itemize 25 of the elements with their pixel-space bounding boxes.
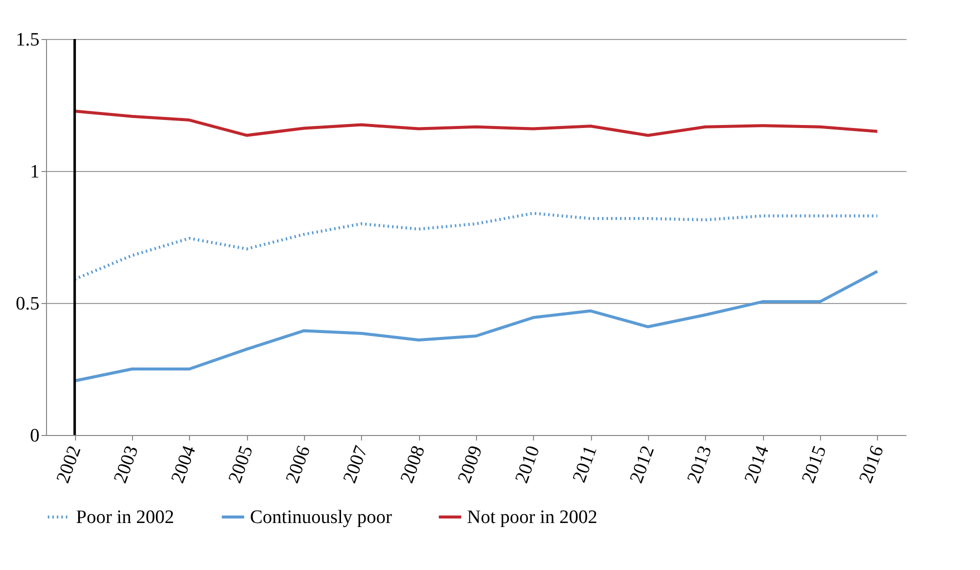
legend-label: Not poor in 2002: [467, 507, 598, 528]
x-tick-label: 2004: [167, 442, 200, 486]
legend-label: Poor in 2002: [76, 507, 174, 528]
legend-label: Continuously poor: [250, 507, 393, 528]
x-tick-label: 2016: [855, 443, 888, 486]
y-tick-label: 0.5: [16, 294, 40, 314]
x-tick-label: 2007: [339, 443, 372, 486]
x-tick-label: 2014: [740, 442, 774, 486]
x-tick-label: 2009: [454, 443, 487, 486]
x-tick-label: 2003: [110, 443, 143, 486]
y-tick-label: 1: [30, 162, 40, 182]
x-tick-label: 2002: [52, 443, 86, 486]
x-tick-label: 2015: [798, 443, 831, 486]
x-tick-label: 2012: [626, 443, 659, 486]
x-tick-label: 2011: [569, 443, 602, 486]
line-series: [73, 110, 879, 137]
y-tick-label: 1.5: [16, 30, 40, 50]
line-series: [73, 212, 879, 281]
x-tick-label: 2008: [396, 443, 430, 486]
x-tick-label: 2005: [224, 443, 258, 486]
x-tick-label: 2010: [511, 443, 544, 486]
x-tick-label: 2013: [683, 443, 716, 486]
x-tick-label: 2006: [282, 443, 315, 486]
line-series: [73, 270, 879, 382]
y-tick-label: 0: [30, 426, 40, 446]
